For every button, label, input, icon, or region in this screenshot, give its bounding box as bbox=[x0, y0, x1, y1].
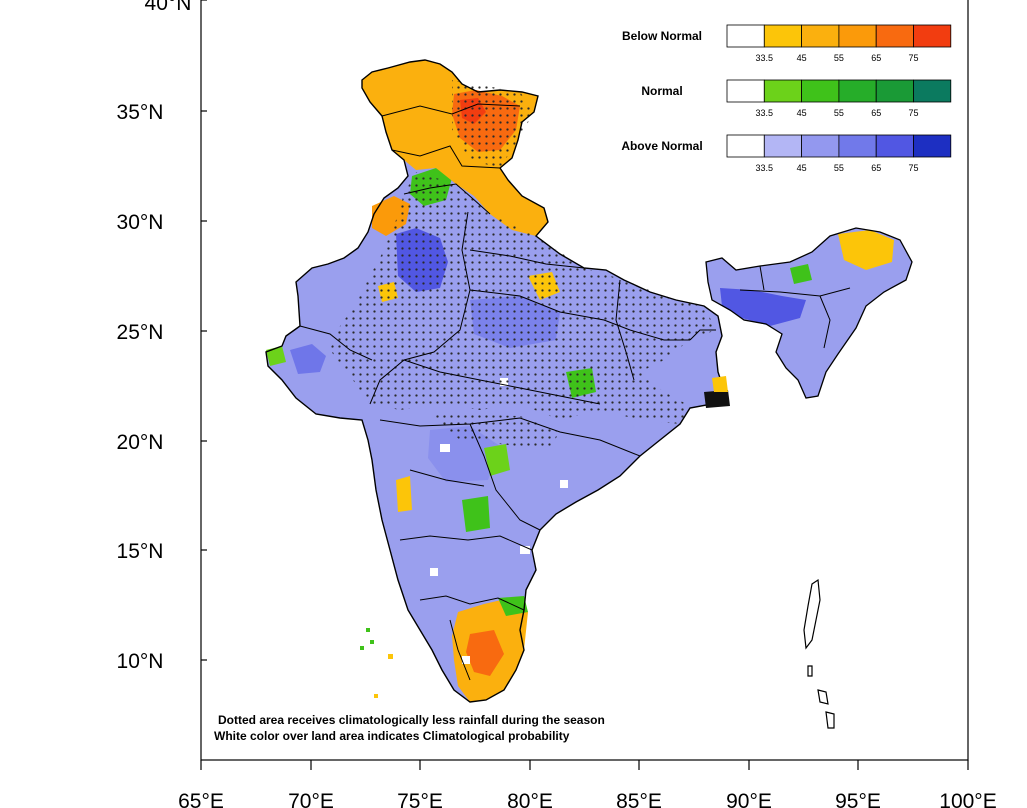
legend-title-above-normal: Above Normal bbox=[621, 139, 702, 153]
wb-coastal-yellow bbox=[712, 376, 728, 392]
legend-tick-label: 55 bbox=[834, 163, 844, 173]
climatological-patch bbox=[430, 568, 438, 576]
legend-tick-label: 75 bbox=[908, 53, 918, 63]
lat-label-10: 10°N bbox=[117, 650, 164, 673]
lon-ticks bbox=[200, 760, 969, 770]
legend-swatch bbox=[726, 134, 765, 158]
normal-patch-odisha bbox=[484, 444, 510, 476]
legend-tick-label: 45 bbox=[797, 53, 807, 63]
note-dotted-area: Dotted area receives climatologically le… bbox=[218, 713, 605, 727]
legend-swatch bbox=[913, 24, 952, 48]
legend-swatch bbox=[838, 134, 877, 158]
legend-swatch bbox=[801, 24, 840, 48]
lat-label-25: 25°N bbox=[117, 321, 164, 344]
legend-tick-label: 65 bbox=[871, 108, 881, 118]
legend-swatch bbox=[726, 79, 765, 103]
northeast-state-boundaries bbox=[739, 265, 851, 349]
legend-swatch bbox=[801, 79, 840, 103]
lat-label-15: 15°N bbox=[117, 540, 164, 563]
lakshadweep-islands bbox=[360, 628, 393, 698]
below-normal-strong-tamilnadu bbox=[466, 630, 504, 676]
lon-label-85: 85°E bbox=[616, 790, 662, 808]
lon-label-95: 95°E bbox=[835, 790, 881, 808]
legend-swatch bbox=[913, 134, 952, 158]
lon-label-90: 90°E bbox=[726, 790, 772, 808]
legend-tick-label: 75 bbox=[908, 108, 918, 118]
northeast-india bbox=[706, 228, 912, 398]
lat-label-35: 35°N bbox=[117, 101, 164, 124]
sundarbans-stipple bbox=[704, 390, 730, 408]
legend-swatch bbox=[913, 79, 952, 103]
lat-label-20: 20°N bbox=[117, 431, 164, 454]
lon-label-100: 100°E bbox=[939, 790, 996, 808]
note-white-color: White color over land area indicates Cli… bbox=[214, 729, 570, 743]
legend-above-normal: Above Normal 33.5 45 55 65 75 bbox=[621, 134, 952, 173]
state-boundaries bbox=[299, 103, 716, 681]
lon-label-65: 65°E bbox=[178, 790, 224, 808]
legend-tick-label: 33.5 bbox=[756, 53, 774, 63]
legend-swatch bbox=[726, 24, 765, 48]
climatological-patch bbox=[520, 546, 530, 554]
lon-label-70: 70°E bbox=[288, 790, 334, 808]
legend-swatch bbox=[763, 79, 802, 103]
above-normal-strong-northeast bbox=[720, 288, 806, 326]
lat-label-40: 40°N bbox=[145, 0, 192, 15]
climatological-patch bbox=[560, 480, 568, 488]
stippled-odisha-belt bbox=[430, 414, 560, 450]
lat-ticks bbox=[201, 0, 207, 661]
legend: Below Normal 33.5 45 55 65 75 Normal 33.5 45 5… bbox=[621, 24, 952, 173]
legend-title-normal: Normal bbox=[641, 84, 682, 98]
legend-tick-label: 45 bbox=[797, 163, 807, 173]
legend-tick-label: 75 bbox=[908, 163, 918, 173]
legend-swatch bbox=[875, 134, 914, 158]
lon-label-75: 75°E bbox=[397, 790, 443, 808]
legend-swatch bbox=[763, 134, 802, 158]
legend-swatch bbox=[838, 24, 877, 48]
lat-label-30: 30°N bbox=[117, 211, 164, 234]
normal-patch-northeast bbox=[790, 264, 812, 284]
legend-tick-label: 45 bbox=[797, 108, 807, 118]
legend-swatch bbox=[838, 79, 877, 103]
below-normal-patch-west-coast bbox=[396, 476, 412, 512]
legend-tick-label: 33.5 bbox=[756, 108, 774, 118]
lon-label-80: 80°E bbox=[507, 790, 553, 808]
stippled-ladakh bbox=[452, 80, 534, 168]
legend-swatch bbox=[763, 24, 802, 48]
india-coastline bbox=[265, 59, 725, 703]
climatological-patch bbox=[462, 656, 470, 664]
northeast-outline bbox=[705, 227, 913, 399]
above-normal-strong-west bbox=[290, 344, 326, 374]
stippled-low-rainfall-area bbox=[330, 172, 716, 424]
legend-tick-label: 33.5 bbox=[756, 163, 774, 173]
andaman-nicobar-islands bbox=[803, 578, 835, 729]
climatological-patch bbox=[440, 444, 450, 452]
legend-swatch bbox=[875, 79, 914, 103]
legend-swatch bbox=[801, 134, 840, 158]
legend-swatch bbox=[875, 24, 914, 48]
legend-normal: Normal 33.5 45 55 65 75 bbox=[641, 79, 952, 118]
legend-tick-label: 55 bbox=[834, 108, 844, 118]
normal-patch-gujarat bbox=[266, 346, 286, 366]
legend-below-normal: Below Normal 33.5 45 55 65 75 bbox=[622, 24, 952, 63]
below-normal-arunachal bbox=[838, 230, 894, 270]
legend-tick-label: 65 bbox=[871, 53, 881, 63]
normal-patch-deccan bbox=[462, 496, 490, 532]
legend-tick-label: 55 bbox=[834, 53, 844, 63]
legend-tick-label: 65 bbox=[871, 163, 881, 173]
legend-title-below-normal: Below Normal bbox=[622, 29, 702, 43]
